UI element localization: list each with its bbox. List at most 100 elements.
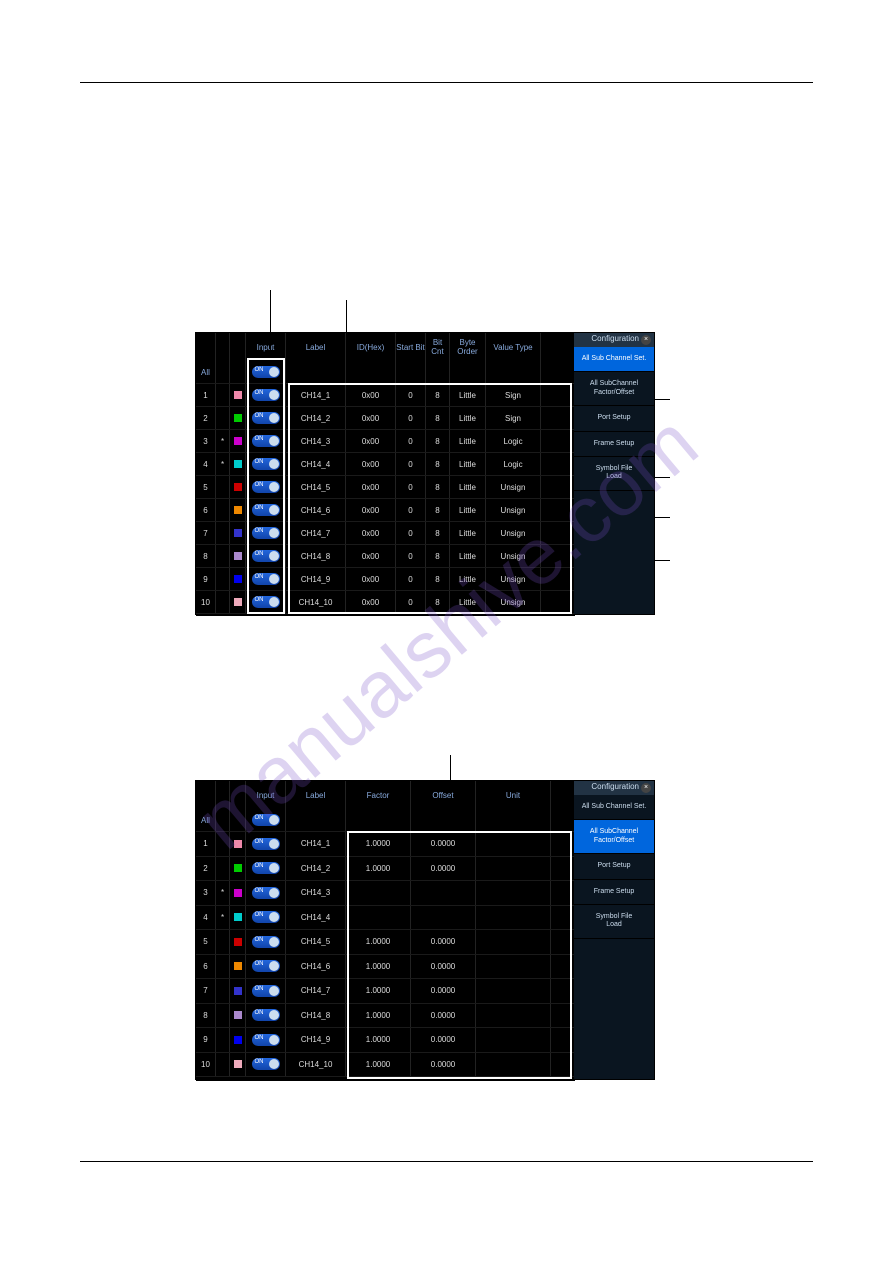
cell-factor[interactable]: 1.0000: [346, 1004, 411, 1028]
cell-startbit[interactable]: 0: [396, 476, 426, 498]
cell-label[interactable]: CH14_3: [286, 430, 346, 452]
cell-id[interactable]: 0x00: [346, 476, 396, 498]
cell-factor[interactable]: [346, 906, 411, 930]
cell-unit[interactable]: [476, 1053, 551, 1077]
cell-factor[interactable]: 1.0000: [346, 979, 411, 1003]
row-color[interactable]: [230, 1004, 246, 1028]
cell-label[interactable]: CH14_4: [286, 453, 346, 475]
toggle-input[interactable]: [252, 550, 280, 562]
cell-unit[interactable]: [476, 1004, 551, 1028]
cell-offset[interactable]: 0.0000: [411, 1028, 476, 1052]
toggle-input[interactable]: [252, 573, 280, 585]
toggle-input[interactable]: [252, 1034, 280, 1046]
row-color[interactable]: [230, 476, 246, 498]
cell-factor[interactable]: 1.0000: [346, 1028, 411, 1052]
cell-offset[interactable]: 0.0000: [411, 1004, 476, 1028]
cell-bitcnt[interactable]: 8: [426, 522, 450, 544]
cell-valuetype[interactable]: Unsign: [486, 568, 541, 590]
sidebar-button[interactable]: Port Setup: [574, 854, 654, 879]
sidebar-button[interactable]: All SubChannel Factor/Offset: [574, 372, 654, 406]
cell-startbit[interactable]: 0: [396, 499, 426, 521]
cell-unit[interactable]: [476, 832, 551, 856]
cell-label[interactable]: CH14_4: [286, 906, 346, 930]
cell-valuetype[interactable]: Logic: [486, 430, 541, 452]
cell-bitcnt[interactable]: 8: [426, 430, 450, 452]
cell-byteorder[interactable]: Little: [450, 591, 486, 613]
row-color[interactable]: [230, 545, 246, 567]
row-color[interactable]: [230, 857, 246, 881]
cell-startbit[interactable]: 0: [396, 522, 426, 544]
cell-valuetype[interactable]: Unsign: [486, 591, 541, 613]
cell-factor[interactable]: 1.0000: [346, 1053, 411, 1077]
cell-offset[interactable]: 0.0000: [411, 930, 476, 954]
cell-label[interactable]: CH14_9: [286, 1028, 346, 1052]
toggle-input[interactable]: [252, 435, 280, 447]
cell-bitcnt[interactable]: 8: [426, 591, 450, 613]
cell-offset[interactable]: [411, 906, 476, 930]
cell-byteorder[interactable]: Little: [450, 522, 486, 544]
toggle-input[interactable]: [252, 412, 280, 424]
cell-valuetype[interactable]: Unsign: [486, 522, 541, 544]
cell-label[interactable]: CH14_9: [286, 568, 346, 590]
cell-id[interactable]: 0x00: [346, 545, 396, 567]
cell-id[interactable]: 0x00: [346, 430, 396, 452]
cell-bitcnt[interactable]: 8: [426, 453, 450, 475]
cell-bitcnt[interactable]: 8: [426, 499, 450, 521]
toggle-input[interactable]: [252, 960, 280, 972]
cell-valuetype[interactable]: Logic: [486, 453, 541, 475]
cell-id[interactable]: 0x00: [346, 522, 396, 544]
cell-id[interactable]: 0x00: [346, 499, 396, 521]
toggle-input[interactable]: [252, 596, 280, 608]
row-color[interactable]: [230, 453, 246, 475]
cell-bitcnt[interactable]: 8: [426, 545, 450, 567]
cell-factor[interactable]: 1.0000: [346, 955, 411, 979]
cell-label[interactable]: CH14_10: [286, 591, 346, 613]
cell-bitcnt[interactable]: 8: [426, 568, 450, 590]
cell-startbit[interactable]: 0: [396, 407, 426, 429]
cell-id[interactable]: 0x00: [346, 407, 396, 429]
row-color[interactable]: [230, 407, 246, 429]
cell-valuetype[interactable]: Sign: [486, 407, 541, 429]
cell-valuetype[interactable]: Sign: [486, 384, 541, 406]
cell-byteorder[interactable]: Little: [450, 568, 486, 590]
row-color[interactable]: [230, 955, 246, 979]
cell-unit[interactable]: [476, 881, 551, 905]
close-icon[interactable]: ×: [641, 783, 651, 793]
row-color[interactable]: [230, 1053, 246, 1077]
cell-label[interactable]: CH14_2: [286, 857, 346, 881]
cell-factor[interactable]: 1.0000: [346, 832, 411, 856]
cell-byteorder[interactable]: Little: [450, 545, 486, 567]
toggle-input[interactable]: [252, 985, 280, 997]
cell-label[interactable]: CH14_1: [286, 384, 346, 406]
cell-label[interactable]: CH14_6: [286, 955, 346, 979]
sidebar-button[interactable]: Frame Setup: [574, 432, 654, 457]
row-color[interactable]: [230, 568, 246, 590]
row-color[interactable]: [230, 930, 246, 954]
row-color[interactable]: [230, 906, 246, 930]
sidebar-button[interactable]: Symbol File Load: [574, 905, 654, 939]
cell-label[interactable]: CH14_6: [286, 499, 346, 521]
cell-offset[interactable]: [411, 881, 476, 905]
cell-label[interactable]: CH14_10: [286, 1053, 346, 1077]
cell-bitcnt[interactable]: 8: [426, 476, 450, 498]
sidebar-button[interactable]: Port Setup: [574, 406, 654, 431]
cell-label[interactable]: CH14_7: [286, 979, 346, 1003]
toggle-all[interactable]: [252, 814, 280, 826]
cell-id[interactable]: 0x00: [346, 453, 396, 475]
row-color[interactable]: [230, 384, 246, 406]
cell-unit[interactable]: [476, 930, 551, 954]
row-color[interactable]: [230, 522, 246, 544]
cell-byteorder[interactable]: Little: [450, 384, 486, 406]
cell-bitcnt[interactable]: 8: [426, 384, 450, 406]
toggle-input[interactable]: [252, 862, 280, 874]
cell-byteorder[interactable]: Little: [450, 430, 486, 452]
sidebar-button[interactable]: Symbol File Load: [574, 457, 654, 491]
toggle-input[interactable]: [252, 936, 280, 948]
row-color[interactable]: [230, 1028, 246, 1052]
cell-byteorder[interactable]: Little: [450, 453, 486, 475]
cell-valuetype[interactable]: Unsign: [486, 499, 541, 521]
cell-startbit[interactable]: 0: [396, 568, 426, 590]
cell-offset[interactable]: 0.0000: [411, 1053, 476, 1077]
sidebar-button[interactable]: Frame Setup: [574, 880, 654, 905]
cell-unit[interactable]: [476, 955, 551, 979]
